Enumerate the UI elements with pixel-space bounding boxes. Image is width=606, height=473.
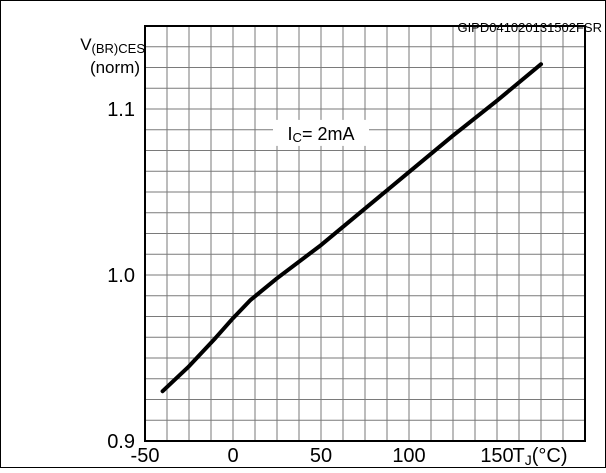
y-axis-label: V(BR)CES [80,35,145,56]
y-tick-label: 1.1 [107,99,135,121]
x-tick-label: 100 [392,445,425,467]
x-tick-label: 50 [310,445,332,467]
x-tick-labels: -50 0 50 100 150 [131,445,514,467]
x-axis-label: TJ(°C) [513,445,568,468]
y-axis-unit: (norm) [90,58,140,77]
grid [145,26,585,441]
annotation-ic: IC= 2mA [288,124,355,145]
annotation-background [273,119,369,146]
plot-border [144,25,586,442]
y-tick-labels: 0.9 1.0 1.1 [107,99,135,453]
reference-code: GIPD041020131502FSR [457,20,602,35]
x-tick-label: -50 [131,445,160,467]
x-tick-label: 150 [480,445,513,467]
series-line [160,62,543,394]
x-tick-label: 0 [227,445,238,467]
y-tick-label: 0.9 [107,431,135,453]
y-tick-label: 1.0 [107,265,135,287]
